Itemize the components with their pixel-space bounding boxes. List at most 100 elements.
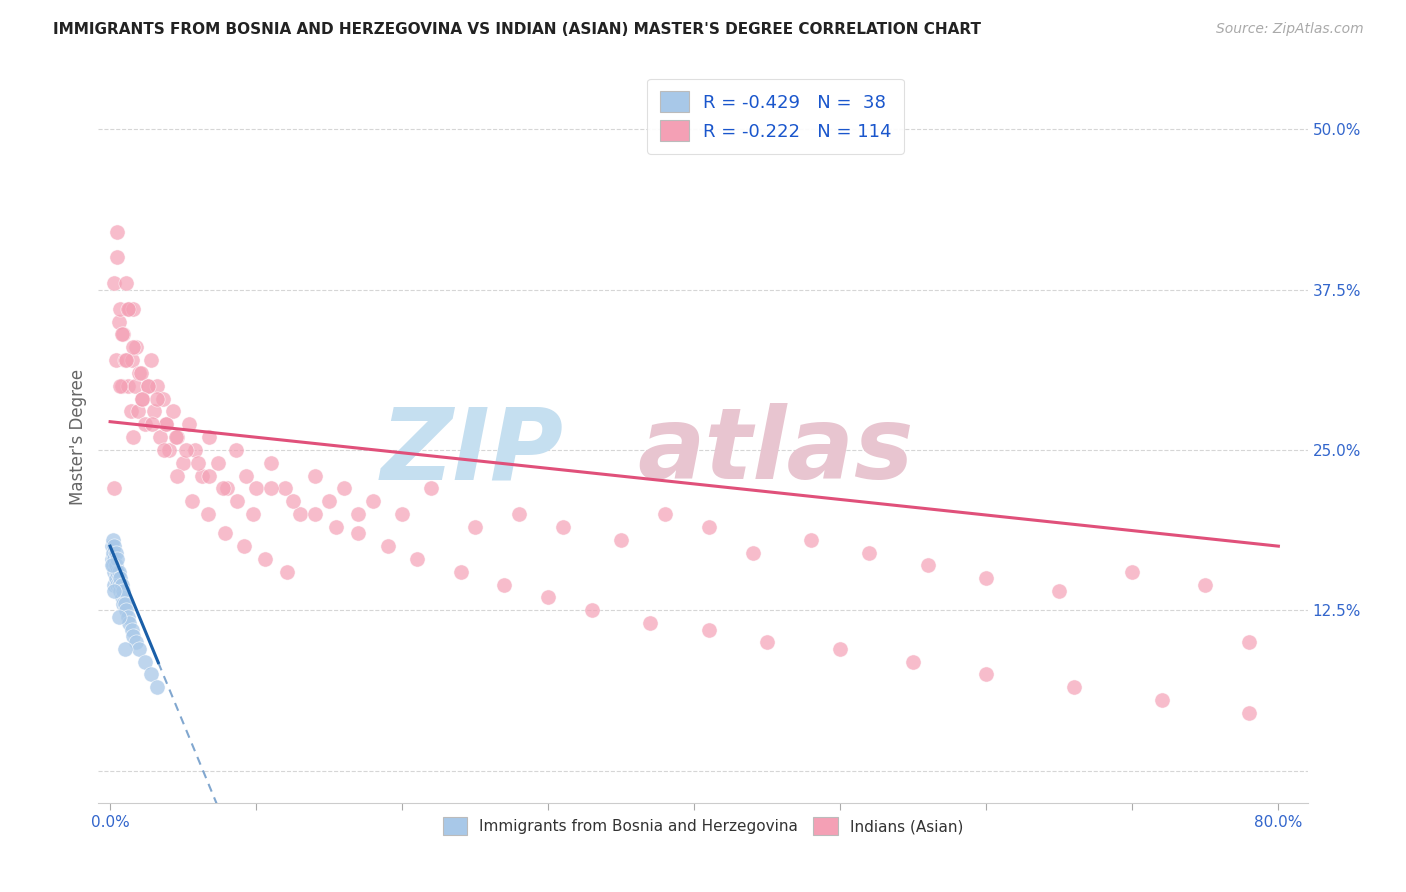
Point	[347, 507, 370, 521]
Point	[111, 577, 134, 591]
Point	[117, 609, 139, 624]
Point	[235, 468, 257, 483]
Point	[118, 301, 141, 316]
Point	[131, 392, 153, 406]
Point	[139, 667, 162, 681]
Point	[361, 494, 384, 508]
Point	[127, 404, 149, 418]
Point	[917, 558, 939, 573]
Point	[225, 442, 247, 457]
Point	[134, 655, 156, 669]
Point	[112, 584, 135, 599]
Point	[260, 456, 283, 470]
Point	[122, 301, 145, 316]
Point	[131, 392, 153, 406]
Point	[198, 468, 221, 483]
Point	[391, 507, 413, 521]
Point	[139, 353, 162, 368]
Point	[974, 571, 997, 585]
Point	[121, 623, 143, 637]
Point	[214, 526, 236, 541]
Point	[115, 276, 138, 290]
Point	[146, 392, 169, 406]
Point	[103, 539, 125, 553]
Point	[610, 533, 633, 547]
Point	[274, 482, 297, 496]
Point	[215, 482, 238, 496]
Point	[108, 315, 131, 329]
Point	[101, 558, 124, 573]
Point	[104, 558, 127, 573]
Point	[125, 340, 148, 354]
Point	[347, 526, 370, 541]
Point	[146, 378, 169, 392]
Point	[115, 353, 138, 368]
Point	[136, 378, 159, 392]
Point	[124, 378, 146, 392]
Point	[100, 558, 122, 573]
Point	[103, 584, 125, 599]
Point	[125, 635, 148, 649]
Point	[974, 667, 997, 681]
Point	[245, 482, 267, 496]
Point	[211, 482, 233, 496]
Point	[226, 494, 249, 508]
Point	[325, 520, 347, 534]
Point	[741, 545, 763, 559]
Point	[903, 655, 925, 669]
Point	[198, 430, 221, 444]
Text: Source: ZipAtlas.com: Source: ZipAtlas.com	[1216, 22, 1364, 37]
Point	[142, 404, 165, 418]
Point	[103, 565, 125, 579]
Point	[110, 584, 132, 599]
Point	[155, 417, 177, 432]
Point	[112, 327, 135, 342]
Point	[197, 507, 219, 521]
Point	[103, 577, 125, 591]
Text: atlas: atlas	[637, 403, 914, 500]
Point	[1237, 635, 1260, 649]
Point	[120, 404, 142, 418]
Point	[108, 577, 131, 591]
Point	[377, 539, 399, 553]
Point	[112, 597, 135, 611]
Point	[104, 571, 127, 585]
Point	[110, 571, 132, 585]
Point	[117, 378, 139, 392]
Point	[276, 565, 298, 579]
Point	[111, 378, 134, 392]
Point	[281, 494, 304, 508]
Point	[153, 442, 176, 457]
Point	[450, 565, 472, 579]
Point	[122, 629, 145, 643]
Text: IMMIGRANTS FROM BOSNIA AND HERZEGOVINA VS INDIAN (ASIAN) MASTER'S DEGREE CORRELA: IMMIGRANTS FROM BOSNIA AND HERZEGOVINA V…	[53, 22, 981, 37]
Point	[136, 378, 159, 392]
Point	[494, 577, 516, 591]
Point	[464, 520, 486, 534]
Point	[141, 417, 163, 432]
Point	[115, 603, 138, 617]
Point	[1047, 584, 1070, 599]
Point	[107, 225, 129, 239]
Point	[304, 468, 326, 483]
Point	[107, 577, 129, 591]
Point	[157, 442, 180, 457]
Point	[640, 616, 662, 631]
Point	[1150, 693, 1173, 707]
Point	[858, 545, 880, 559]
Point	[288, 507, 311, 521]
Point	[187, 456, 209, 470]
Point	[100, 552, 122, 566]
Point	[800, 533, 823, 547]
Legend: Immigrants from Bosnia and Herzegovina, Indians (Asian): Immigrants from Bosnia and Herzegovina, …	[434, 810, 972, 843]
Point	[152, 392, 174, 406]
Point	[233, 539, 256, 553]
Point	[107, 552, 129, 566]
Point	[253, 552, 276, 566]
Point	[581, 603, 603, 617]
Point	[191, 468, 214, 483]
Point	[107, 565, 129, 579]
Point	[172, 456, 194, 470]
Point	[101, 533, 124, 547]
Point	[551, 520, 574, 534]
